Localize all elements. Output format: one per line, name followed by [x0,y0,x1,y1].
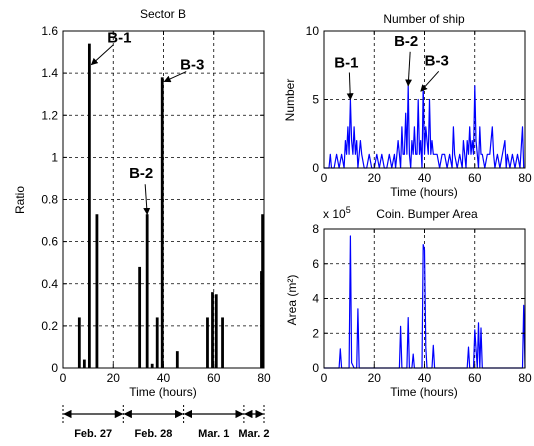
sector-b-annotation-label-0: B-1 [107,30,131,47]
bumper-area-ytick-label-1: 2 [312,326,319,340]
sector-b-xtick-label-3: 60 [207,371,221,385]
sector-b-bar-12 [214,294,218,368]
sector-b-bar-7 [155,317,159,368]
sector-b-ticks: 0 20 40 60 80 0 0.2 0.4 0.6 0.8 1 1.2 1.4 1.6 [41,24,271,385]
sector-b-bar-5 [145,214,149,368]
sector-b-annotation-label-1: B-2 [129,165,153,182]
bumper-area-xlabel: Time (hours) [390,385,458,399]
sector-b-ytick-label-1: 0.2 [41,319,58,333]
ship-count-ticks: 0 20 40 60 80 0 5 10 [306,24,532,185]
ship-count-ytick-label-0: 0 [312,161,319,175]
bumper-area-ticks: 0 20 40 60 80 0 2 4 6 8 [312,222,532,385]
bumper-area-ylabel: Area (m²) [285,275,299,326]
sector-b-bar-3 [95,214,99,368]
bumper-area-ytick-label-2: 4 [312,292,319,306]
bumper-area-xtick-label-3: 60 [468,371,482,385]
bumper-area-ytick-label-0: 0 [312,361,319,375]
sector-b-ytick-label-3: 0.6 [41,235,58,249]
sector-b-annotation-arrow-0 [90,44,114,66]
sector-b-ytick-label-7: 1.4 [41,66,58,80]
sector-b-ytick-label-8: 1.6 [41,24,58,38]
sector-b-bar-13 [221,317,224,368]
sector-b-ylabel: Ratio [13,186,27,214]
sector-b-annotations: B-1 B-2 B-3 [90,30,204,215]
ship-count-ylabel: Number [283,79,297,122]
timeline-date-2: Mar. 1 [198,428,229,440]
ship-count-ytick-label-1: 5 [312,93,319,107]
ship-count-xlabel: Time (hours) [390,185,458,199]
bumper-area-xtick-label-0: 0 [321,371,328,385]
sector-b-annotation-label-2: B-3 [180,57,204,74]
ship-count-annotation-arrow-1 [405,51,413,87]
sector-b-ytick-label-6: 1.2 [41,108,58,122]
ship-count-annotation-label-0: B-1 [334,55,358,72]
ship-count-title: Number of ship [383,12,465,26]
bumper-area-xtick-label-1: 20 [368,371,382,385]
sector-b-annotation-arrow-1 [143,184,151,215]
timeline-date-0: Feb. 27 [74,428,112,440]
ship-count-xtick-label-1: 20 [368,171,382,185]
bumper-area-scale-note: x 105 [323,205,351,221]
bumper-area-scale-prefix: x 10 [323,207,346,221]
bumper-area-xtick-label-2: 40 [418,371,432,385]
ship-count-annotation-arrow-0 [346,72,354,101]
ship-count-panel: Number of ship B-1 B-2 B-3 0 20 40 60 80 0 5 10 T… [283,12,532,199]
ship-count-xtick-label-0: 0 [321,171,328,185]
sector-b-xtick-label-4: 80 [257,371,271,385]
ship-count-annotation-label-2: B-3 [425,52,449,69]
sector-b-xtick-label-0: 0 [60,371,67,385]
ship-count-xtick-label-2: 40 [418,171,432,185]
ship-count-xtick-label-3: 60 [468,171,482,185]
sector-b-bar-1 [82,359,86,368]
bumper-area-title: Coin. Bumper Area [376,207,478,221]
sector-b-bar-15 [261,214,264,368]
sector-b-bar-8 [160,77,164,369]
sector-b-title: Sector B [140,7,186,21]
bumper-area-ytick-label-4: 8 [312,222,319,236]
sector-b-bar-2 [87,43,91,368]
sector-b-bars [77,43,264,369]
ship-count-xtick-label-4: 80 [518,171,532,185]
sector-b-xlabel: Time (hours) [129,385,197,399]
bumper-area-scale-exp: 5 [346,205,351,215]
sector-b-bar-10 [206,317,209,368]
bumper-area-ytick-label-3: 6 [312,257,319,271]
ship-count-series-line [324,85,525,169]
bumper-area-panel: x 105 Coin. Bumper Area 0 20 40 60 80 0 2 4 6 8 T… [285,205,532,399]
sector-b-bar-6 [150,363,154,368]
ship-count-line [324,85,525,169]
sector-b-xtick-label-2: 40 [157,371,171,385]
sector-b-bar-11 [211,292,214,368]
ship-count-ytick-label-2: 10 [306,24,320,38]
sector-b-bar-0 [77,317,81,368]
date-timeline: Feb. 27 Feb. 28 Mar. 1 Mar. 2 [62,405,270,440]
sector-b-ytick-label-4: 0.8 [41,193,58,207]
sector-b-panel: Sector B B-1 B-2 B-3 0 20 40 60 80 0 0.2 0.4 0.6 0.… [13,7,271,399]
timeline-date-3: Mar. 2 [238,428,269,440]
sector-b-annotation-arrow-2 [163,71,187,83]
bumper-area-xtick-label-4: 80 [518,371,532,385]
sector-b-ytick-label-5: 1 [51,150,58,164]
ship-count-annotation-arrow-2 [420,70,440,92]
sector-b-bar-4 [138,266,142,368]
sector-b-bar-9 [175,351,179,368]
sector-b-xtick-label-1: 20 [107,371,121,385]
sector-b-ytick-label-0: 0 [51,361,58,375]
ship-count-annotations: B-1 B-2 B-3 [334,33,449,101]
ship-count-annotation-label-1: B-2 [394,33,418,50]
sector-b-ytick-label-2: 0.4 [41,277,58,291]
timeline-date-1: Feb. 28 [134,428,172,440]
